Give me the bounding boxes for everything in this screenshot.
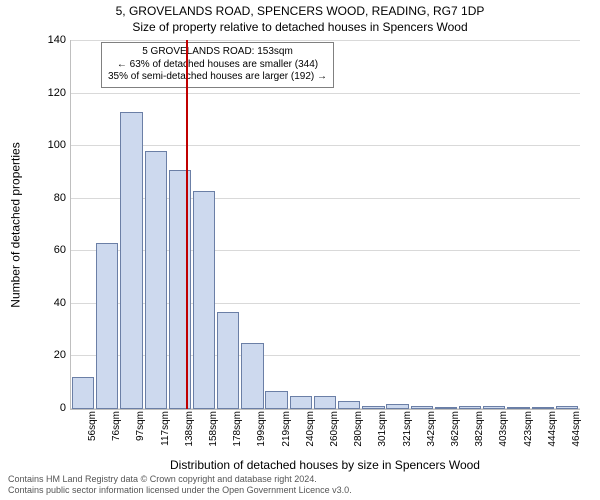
gridline-h bbox=[71, 40, 580, 41]
x-tick-label: 382sqm bbox=[474, 409, 485, 447]
histogram-bar bbox=[96, 243, 118, 409]
x-tick-label: 199sqm bbox=[256, 409, 267, 447]
histogram-bar bbox=[217, 312, 239, 409]
histogram-bar bbox=[265, 391, 287, 409]
histogram-bar bbox=[72, 377, 94, 409]
x-tick-label: 280sqm bbox=[353, 409, 364, 447]
x-tick-label: 219sqm bbox=[281, 409, 292, 447]
x-tick-label: 178sqm bbox=[232, 409, 243, 447]
x-tick-label: 138sqm bbox=[184, 409, 195, 447]
histogram-bar bbox=[145, 151, 167, 409]
y-tick-label: 40 bbox=[36, 297, 66, 309]
footer-line1: Contains HM Land Registry data © Crown c… bbox=[8, 474, 592, 485]
histogram-bar bbox=[120, 112, 142, 409]
footer-line2: Contains public sector information licen… bbox=[8, 485, 592, 496]
x-tick-label: 260sqm bbox=[329, 409, 340, 447]
histogram-bar bbox=[290, 396, 312, 409]
plot-area: 56sqm76sqm97sqm117sqm138sqm158sqm178sqm1… bbox=[70, 40, 580, 410]
y-tick-label: 120 bbox=[36, 87, 66, 99]
y-tick-label: 0 bbox=[36, 402, 66, 414]
y-axis-ticks: 020406080100120140 bbox=[36, 40, 70, 410]
y-tick-label: 140 bbox=[36, 34, 66, 46]
annotation-line: 35% of semi-detached houses are larger (… bbox=[108, 71, 327, 84]
x-tick-label: 464sqm bbox=[571, 409, 582, 447]
x-tick-label: 158sqm bbox=[208, 409, 219, 447]
x-tick-label: 56sqm bbox=[87, 409, 98, 441]
x-tick-label: 423sqm bbox=[523, 409, 534, 447]
chart-title-line1: 5, GROVELANDS ROAD, SPENCERS WOOD, READI… bbox=[0, 4, 600, 18]
footer-attribution: Contains HM Land Registry data © Crown c… bbox=[8, 474, 592, 496]
y-axis-label: Number of detached properties bbox=[6, 40, 26, 410]
x-tick-label: 240sqm bbox=[305, 409, 316, 447]
y-tick-label: 20 bbox=[36, 349, 66, 361]
annotation-line: ← 63% of detached houses are smaller (34… bbox=[108, 59, 327, 72]
x-axis-label: Distribution of detached houses by size … bbox=[70, 458, 580, 472]
histogram-bar bbox=[314, 396, 336, 409]
reference-line bbox=[186, 40, 188, 409]
x-tick-label: 301sqm bbox=[377, 409, 388, 447]
y-tick-label: 80 bbox=[36, 192, 66, 204]
gridline-h bbox=[71, 93, 580, 94]
x-tick-label: 403sqm bbox=[498, 409, 509, 447]
x-tick-label: 321sqm bbox=[402, 409, 413, 447]
gridline-h bbox=[71, 145, 580, 146]
x-tick-label: 76sqm bbox=[111, 409, 122, 441]
x-tick-label: 97sqm bbox=[135, 409, 146, 441]
y-tick-label: 100 bbox=[36, 139, 66, 151]
histogram-bar bbox=[241, 343, 263, 409]
chart-title-line2: Size of property relative to detached ho… bbox=[0, 20, 600, 34]
x-tick-label: 362sqm bbox=[450, 409, 461, 447]
histogram-bar bbox=[193, 191, 215, 409]
x-tick-label: 117sqm bbox=[160, 409, 171, 446]
histogram-bar bbox=[338, 401, 360, 409]
y-tick-label: 60 bbox=[36, 244, 66, 256]
x-tick-label: 342sqm bbox=[426, 409, 437, 447]
x-tick-label: 444sqm bbox=[547, 409, 558, 447]
annotation-box: 5 GROVELANDS ROAD: 153sqm← 63% of detach… bbox=[101, 42, 334, 88]
chart-container: 5, GROVELANDS ROAD, SPENCERS WOOD, READI… bbox=[0, 0, 600, 500]
annotation-line: 5 GROVELANDS ROAD: 153sqm bbox=[108, 46, 327, 59]
